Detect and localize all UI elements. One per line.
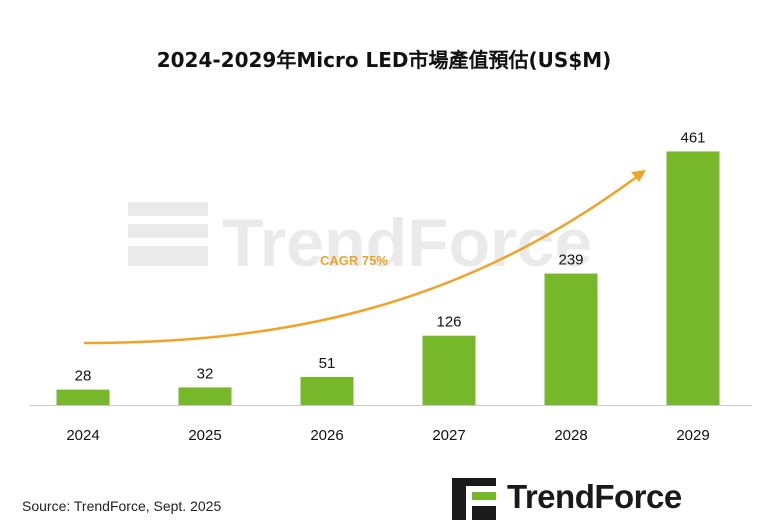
data-label-2026: 51 (319, 355, 336, 372)
trendforce-logo: TrendForce (452, 474, 752, 522)
x-tick-label-2029: 2029 (676, 427, 709, 444)
trendforce-logo-text: TrendForce (507, 478, 682, 515)
watermark-logo-mark (128, 202, 208, 266)
bar-2025 (178, 387, 232, 405)
cagr-trend-arrow (83, 174, 639, 345)
data-label-2025: 32 (197, 365, 214, 382)
bars-group: 28 2024 32 2025 51 2026 126 2027 239 2028 461 2029 (56, 129, 720, 444)
x-tick-label-2024: 2024 (66, 427, 99, 444)
data-label-2024: 28 (75, 368, 92, 385)
bar-2028 (544, 273, 598, 405)
x-tick-label-2026: 2026 (310, 427, 343, 444)
bar-2027 (422, 335, 476, 405)
bar-2024 (56, 389, 110, 405)
watermark-text: TrendForce (222, 205, 592, 281)
data-label-2029: 461 (680, 129, 705, 146)
bar-2029 (666, 151, 720, 405)
trendforce-logo-icon (452, 478, 496, 520)
cagr-annotation: CAGR 75% (320, 253, 388, 268)
bar-2026 (300, 376, 354, 405)
source-note: Source: TrendForce, Sept. 2025 (22, 498, 222, 514)
data-label-2028: 239 (558, 252, 583, 269)
data-label-2027: 126 (436, 314, 461, 331)
chart-title: 2024-2029年Micro LED市場產值預估(US$M) (156, 48, 612, 72)
x-tick-label-2028: 2028 (554, 427, 587, 444)
x-tick-label-2025: 2025 (188, 427, 221, 444)
watermark: TrendForce (128, 202, 592, 281)
cagr-arrow-head (631, 170, 646, 182)
x-tick-label-2027: 2027 (432, 427, 465, 444)
